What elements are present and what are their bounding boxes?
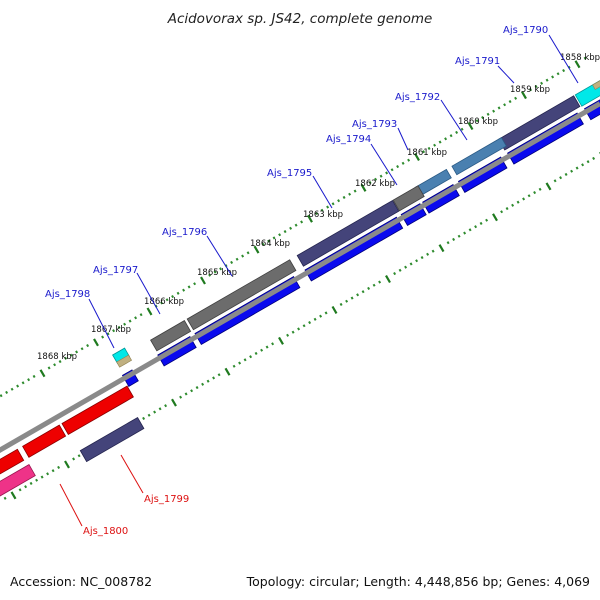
cds-red-1[interactable] [61, 385, 134, 436]
cds-red-2[interactable] [22, 424, 67, 458]
reverse-gene-labels: Ajs_1799 Ajs_1800 [59, 454, 189, 537]
tick-outer-1868 [39, 369, 46, 378]
genome-summary: Topology: circular; Length: 4,448,856 bp… [246, 574, 590, 589]
backbone [0, 101, 600, 453]
kbp-label-1860: 1860 kbp [458, 117, 498, 127]
cds-ajs-1797[interactable] [150, 320, 192, 352]
leader-ajs-1790 [548, 34, 579, 84]
tick-inner-1862 [385, 275, 391, 284]
backbone-line [0, 101, 600, 453]
cds-ajs-1796[interactable] [186, 259, 297, 331]
cds-ajs-1795[interactable] [296, 199, 400, 267]
tick-inner-1865 [224, 367, 231, 376]
cds-ajs-1790-tan[interactable] [592, 80, 600, 90]
accession-label: Accession: NC_008782 [10, 574, 152, 589]
leader-ajs-1798 [88, 298, 115, 349]
tick-outer-1864 [253, 245, 260, 254]
gene-label-ajs-1799: Ajs_1799 [144, 494, 189, 505]
tick-inner-1861 [438, 244, 445, 253]
kbp-label-1863: 1863 kbp [303, 210, 343, 220]
tick-inner-1868 [64, 460, 70, 469]
kbp-label-1858: 1858 kbp [560, 53, 600, 63]
tick-inner-1864 [278, 336, 284, 345]
leader-ajs-1791 [497, 65, 515, 84]
tick-outer-1863 [307, 214, 313, 223]
kbp-label-1868: 1868 kbp [37, 352, 77, 362]
tick-inner-1866 [171, 398, 177, 407]
gene-label-ajs-1791: Ajs_1791 [455, 56, 500, 67]
tick-inner-1860 [492, 213, 498, 222]
tick-outer-1859 [521, 91, 527, 100]
leader-ajs-1794 [370, 143, 398, 186]
cds-ajs-1794[interactable] [392, 185, 425, 212]
cds-ajs-1792[interactable] [451, 137, 507, 176]
tick-outer-1861 [414, 152, 420, 161]
tick-outer-1860 [467, 122, 474, 131]
forward-cds-track [112, 80, 600, 368]
tick-outer-1862 [360, 183, 367, 192]
kbp-label-1864: 1864 kbp [250, 239, 290, 249]
leader-ajs-1797 [136, 272, 161, 315]
gene-label-ajs-1790: Ajs_1790 [503, 25, 548, 36]
kbp-label-1859: 1859 kbp [510, 85, 550, 95]
tick-marks [0, 56, 600, 500]
leader-ajs-1799 [120, 454, 144, 494]
gene-label-ajs-1797: Ajs_1797 [93, 265, 138, 276]
leader-ajs-1793 [397, 127, 409, 151]
leader-ajs-1792 [440, 99, 468, 141]
tick-inner-1863 [331, 305, 338, 314]
tick-inner-1869 [10, 491, 17, 500]
gene-label-ajs-1798: Ajs_1798 [45, 289, 90, 300]
kbp-label-1865: 1865 kbp [197, 268, 237, 278]
cds-ajs-1799[interactable] [79, 416, 145, 463]
kbp-label-1867: 1867 kbp [91, 325, 131, 335]
gene-label-ajs-1793: Ajs_1793 [352, 119, 397, 130]
tick-outer-1866 [146, 307, 153, 316]
map-title: Acidovorax sp. JS42, complete genome [167, 11, 433, 27]
kbp-label-1862: 1862 kbp [355, 179, 395, 189]
leader-ajs-1795 [312, 175, 333, 209]
forward-gene-labels: Ajs_1790 Ajs_1791 Ajs_1792 Ajs_1793 Ajs_… [45, 25, 579, 349]
tick-outer-1858 [574, 60, 581, 69]
gene-label-ajs-1792: Ajs_1792 [395, 92, 440, 103]
gene-label-ajs-1796: Ajs_1796 [162, 227, 207, 238]
leader-ajs-1796 [206, 235, 233, 277]
tick-inner-1859 [545, 182, 552, 191]
gene-label-ajs-1794: Ajs_1794 [326, 134, 371, 145]
kbp-labels: 1858 kbp 1859 kbp 1860 kbp 1861 kbp 1862… [37, 53, 600, 362]
cds-ajs-1798-tan[interactable] [116, 354, 133, 368]
leader-ajs-1800 [59, 483, 83, 527]
cds-red-3[interactable] [0, 448, 25, 479]
minor-ticks-outer [0, 56, 587, 398]
tick-outer-1865 [200, 276, 206, 285]
kbp-label-1861: 1861 kbp [407, 148, 447, 158]
minor-ticks-inner [3, 156, 596, 500]
cds-ajs-1800[interactable] [0, 464, 36, 501]
gene-label-ajs-1795: Ajs_1795 [267, 168, 312, 179]
tick-outer-1867 [93, 338, 99, 347]
kbp-label-1866: 1866 kbp [144, 297, 184, 307]
gene-label-ajs-1800: Ajs_1800 [83, 526, 128, 537]
reverse-cds-track [0, 385, 145, 501]
